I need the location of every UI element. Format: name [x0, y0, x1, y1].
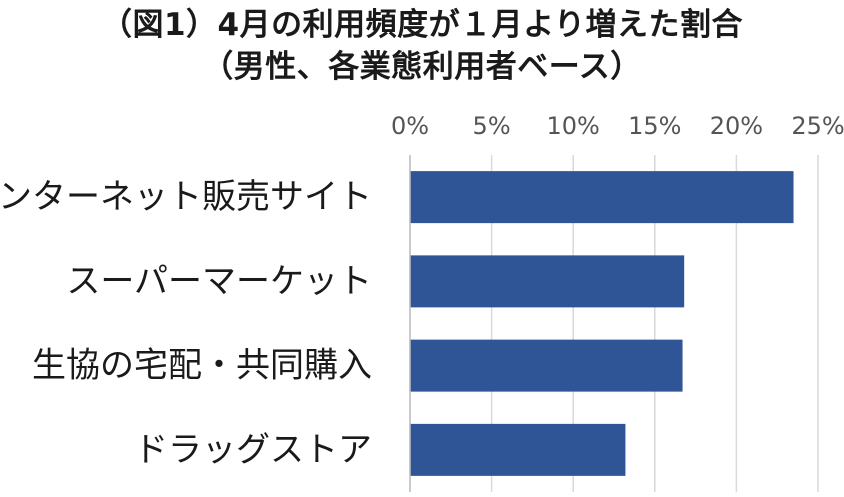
- x-tick-label: 0%: [391, 112, 429, 140]
- bar: [410, 171, 794, 224]
- x-tick-label: 25%: [791, 112, 844, 140]
- bar: [410, 423, 626, 476]
- category-label: ドラッグストア: [134, 430, 372, 470]
- bar: [410, 255, 685, 308]
- x-tick-label: 5%: [473, 112, 511, 140]
- category-label: 生協の宅配・共同購入: [32, 346, 372, 386]
- x-axis-ticks: 0% 5% 10% 15% 20% 25%: [391, 112, 844, 140]
- chart-subtitle: （男性、各業態利用者ベース）: [202, 49, 642, 85]
- bar: [410, 339, 683, 392]
- chart-title-block: （図1）4月の利用頻度が１月より増えた割合 （男性、各業態利用者ベース）: [0, 4, 844, 88]
- chart-title: （図1）4月の利用頻度が１月より増えた割合: [100, 7, 744, 43]
- category-label: スーパーマーケット: [66, 261, 372, 301]
- x-tick-label: 10%: [547, 112, 600, 140]
- x-tick-label: 15%: [628, 112, 681, 140]
- bars: [410, 171, 794, 476]
- x-tick-label: 20%: [710, 112, 763, 140]
- category-label: インターネット販売サイト: [0, 177, 372, 217]
